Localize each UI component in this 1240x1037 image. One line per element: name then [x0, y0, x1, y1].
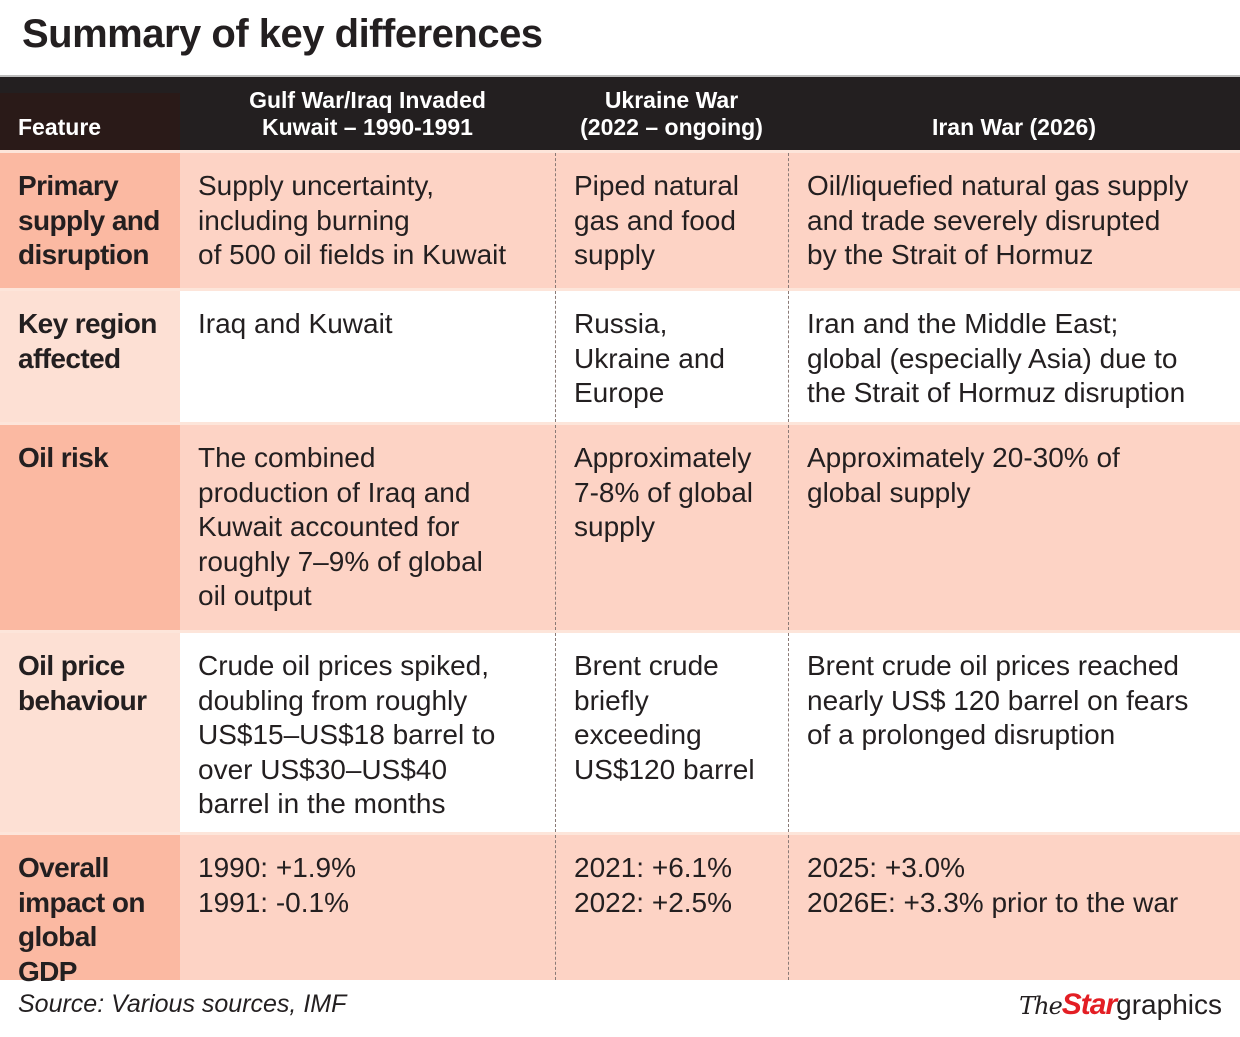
cell-text-line: over US$30–US$40 — [198, 753, 448, 785]
cell-text-line: 2022: +2.5% — [574, 886, 733, 918]
cell-text-line: 2026E: +3.3% prior to the war — [807, 886, 1179, 918]
header-iran-war-line: Iran War (2026) — [931, 114, 1097, 140]
table-row: Overall impact on global GDP 1990: +1.9% 199… — [0, 832, 1240, 987]
cell-text-line: global (especially Asia) due to — [807, 342, 1178, 374]
table-body: Primary supply and disruption Supply uncert… — [0, 150, 1240, 987]
feature-cell: Key region affected — [0, 291, 180, 422]
page-title: Summary of key differences — [22, 12, 543, 56]
ukraine-war-cell: Russia, Ukraine and Europe — [555, 291, 788, 422]
ukraine-war-cell: Piped natural gas and food supply — [555, 153, 788, 288]
cell-text-line: Crude oil prices spiked, — [198, 650, 490, 681]
gulf-war-cell: Crude oil prices spiked, doubling from ro… — [180, 633, 555, 832]
cell-text-line: US$15–US$18 barrel to — [198, 719, 496, 750]
cell-text-line: impact on — [18, 886, 145, 918]
table-row: Oil risk The combined production of Iraq a… — [0, 422, 1240, 630]
cell-text-line: US$120 barrel — [574, 753, 755, 785]
gulf-war-cell: The combined production of Iraq and Kuwait… — [180, 425, 555, 630]
cell-text-line: Brent crude oil prices reached — [807, 650, 1179, 681]
cell-text-line: gas and food — [574, 204, 736, 236]
cell-text-line: of 500 oil fields in Kuwait — [198, 239, 507, 270]
iran-war-cell: Oil/liquefied natural gas supply and trad… — [788, 153, 1240, 288]
table-row: Oil price behaviour Crude oil prices spike… — [0, 630, 1240, 832]
cell-text-line: Primary — [18, 170, 119, 201]
cell-text-line: supply — [574, 511, 655, 542]
cell-text-line: production of Iraq and — [198, 476, 471, 508]
ukraine-war-cell: Brent crude briefly exceeding US$120 barrel — [555, 633, 788, 832]
cell-text-line: global supply — [807, 476, 971, 508]
feature-cell: Primary supply and disruption — [0, 153, 180, 288]
cell-text-line: Approximately — [574, 442, 752, 473]
gulf-war-cell: Iraq and Kuwait — [180, 291, 555, 422]
header-gulf-war-line: Kuwait – 1990-1991 — [262, 114, 473, 140]
iran-war-cell: Brent crude oil prices reached nearly US$… — [788, 633, 1240, 832]
logo-the: The — [1019, 992, 1063, 1020]
ukraine-war-cell: Approximately 7-8% of global supply — [555, 425, 788, 630]
header-gulf-war: Gulf War/Iraq Invaded Kuwait – 1990-1991 — [180, 77, 555, 150]
cell-text-line: Kuwait accounted for — [198, 511, 460, 542]
header-gulf-war-line: Gulf War/Iraq Invaded — [249, 87, 486, 113]
gulf-war-cell: Supply uncertainty, including burning of 5… — [180, 153, 555, 288]
iran-war-cell: Approximately 20-30% of global supply — [788, 425, 1240, 630]
feature-cell: Overall impact on global GDP — [0, 835, 180, 987]
cell-text-line: barrel in the months — [198, 788, 446, 819]
cell-text-line: disruption — [18, 239, 149, 270]
cell-text-line: affected — [18, 342, 121, 374]
cell-text-line: global GDP — [18, 921, 97, 987]
cell-text-line: nearly US$ 120 barrel on fears — [807, 684, 1189, 716]
cell-text-line: 1990: +1.9% — [198, 852, 357, 883]
feature-cell: Oil price behaviour — [0, 633, 180, 832]
table-row: Primary supply and disruption Supply uncert… — [0, 150, 1240, 288]
source-note: Source: Various sources, IMF — [18, 990, 347, 1018]
cell-text-line: Approximately 20-30% of — [807, 442, 1120, 473]
cell-text-line: Iran and the Middle East; — [807, 308, 1119, 339]
cell-text-line: 7-8% of global — [574, 476, 754, 508]
cell-text-line: 1991: -0.1% — [198, 886, 349, 918]
cell-text-line: Russia, — [574, 308, 668, 339]
feature-cell: Oil risk — [0, 425, 180, 630]
gulf-war-cell: 1990: +1.9% 1991: -0.1% — [180, 835, 555, 980]
thestar-graphics-logo: The Star graphics — [1019, 988, 1222, 1022]
cell-text-line: including burning — [198, 204, 410, 236]
cell-text-line: 2025: +3.0% — [807, 852, 966, 883]
cell-text-line: behaviour — [18, 684, 147, 716]
cell-text-line: Oil risk — [18, 442, 109, 473]
cell-text-line: the Strait of Hormuz disruption — [807, 377, 1186, 408]
cell-text-line: Supply uncertainty, — [198, 170, 435, 201]
cell-text-line: of a prolonged disruption — [807, 719, 1116, 750]
header-ukraine-war-line: (2022 – ongoing) — [580, 114, 763, 140]
cell-text-line: 2021: +6.1% — [574, 852, 733, 883]
header-iran-war: Iran War (2026) — [788, 77, 1240, 150]
cell-text-line: doubling from roughly — [198, 684, 468, 716]
cell-text-line: by the Strait of Hormuz — [807, 239, 1094, 270]
table-row: Key region affected Iraq and Kuwait Russia,… — [0, 288, 1240, 422]
iran-war-cell: 2025: +3.0% 2026E: +3.3% prior to the war — [788, 835, 1240, 980]
cell-text-line: Brent crude — [574, 650, 719, 681]
logo-graphics: graphics — [1116, 989, 1222, 1020]
cell-text-line: Iraq and Kuwait — [198, 308, 393, 339]
ukraine-war-cell: 2021: +6.1% 2022: +2.5% — [555, 835, 788, 980]
header-ukraine-war: Ukraine War (2022 – ongoing) — [555, 77, 788, 150]
cell-text-line: supply — [574, 239, 655, 270]
cell-text-line: roughly 7–9% of global — [198, 545, 483, 577]
cell-text-line: Ukraine and — [574, 342, 725, 374]
comparison-table: Feature Gulf War/Iraq Invaded Kuwait – 19… — [0, 75, 1240, 987]
cell-text-line: Oil/liquefied natural gas supply — [807, 170, 1189, 201]
logo-star: Star — [1061, 988, 1117, 1021]
cell-text-line: The combined — [198, 442, 376, 473]
cell-text-line: supply and — [18, 204, 160, 236]
cell-text-line: exceeding — [574, 719, 702, 750]
cell-text-line: briefly — [574, 684, 649, 716]
cell-text-line: Oil price — [18, 650, 125, 681]
cell-text-line: Overall — [18, 852, 109, 883]
iran-war-cell: Iran and the Middle East; global (especia… — [788, 291, 1240, 422]
cell-text-line: Piped natural — [574, 170, 740, 201]
table-header: Feature Gulf War/Iraq Invaded Kuwait – 19… — [0, 75, 1240, 150]
cell-text-line: oil output — [198, 580, 312, 611]
header-ukraine-war-line: Ukraine War — [604, 87, 739, 113]
header-feature: Feature — [0, 93, 180, 150]
cell-text-line: Key region — [18, 308, 157, 339]
cell-text-line: and trade severely disrupted — [807, 204, 1161, 236]
cell-text-line: Europe — [574, 377, 665, 408]
